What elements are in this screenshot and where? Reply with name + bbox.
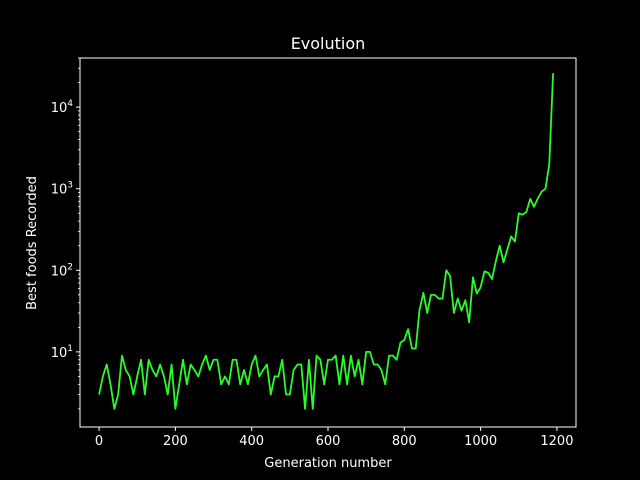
x-tick-label: 1000: [464, 434, 497, 449]
y-tick-label: 103: [51, 181, 73, 198]
x-tick-label: 400: [239, 434, 264, 449]
series-line: [98, 73, 555, 410]
x-tick-label: 200: [163, 434, 188, 449]
plot-area: [98, 73, 555, 410]
chart-title: Evolution: [291, 34, 366, 53]
x-tick-label: 600: [316, 434, 341, 449]
y-tick-label: 104: [51, 99, 74, 116]
y-tick-label: 102: [51, 262, 73, 279]
x-tick-label: 800: [392, 434, 417, 449]
axes: 0 200 400 600 800 1000 1200 101 102 103 104: [51, 57, 577, 449]
x-tick-label: 1200: [540, 434, 573, 449]
y-tick-label: 101: [51, 344, 73, 361]
y-axis-label: Best foods Recorded: [25, 176, 40, 310]
x-tick-label: 0: [95, 434, 103, 449]
x-axis-label: Generation number: [264, 456, 392, 471]
